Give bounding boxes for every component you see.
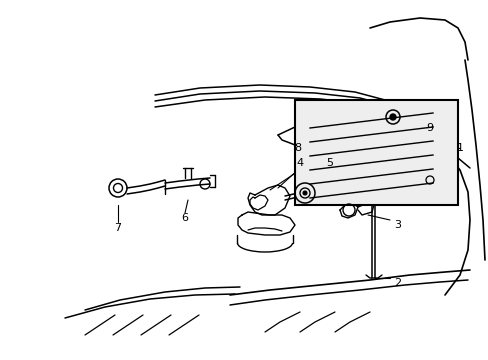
Text: 2: 2 [394,278,401,288]
Text: 9: 9 [426,123,433,133]
Text: 3: 3 [394,220,401,230]
Text: 6: 6 [181,213,188,223]
Text: 8: 8 [294,143,301,153]
Circle shape [389,114,395,120]
Text: 1: 1 [456,143,463,153]
Text: 7: 7 [114,223,122,233]
Text: 4: 4 [296,158,303,168]
Bar [294,100,457,205]
Text: 5: 5 [326,158,333,168]
Circle shape [303,191,306,195]
